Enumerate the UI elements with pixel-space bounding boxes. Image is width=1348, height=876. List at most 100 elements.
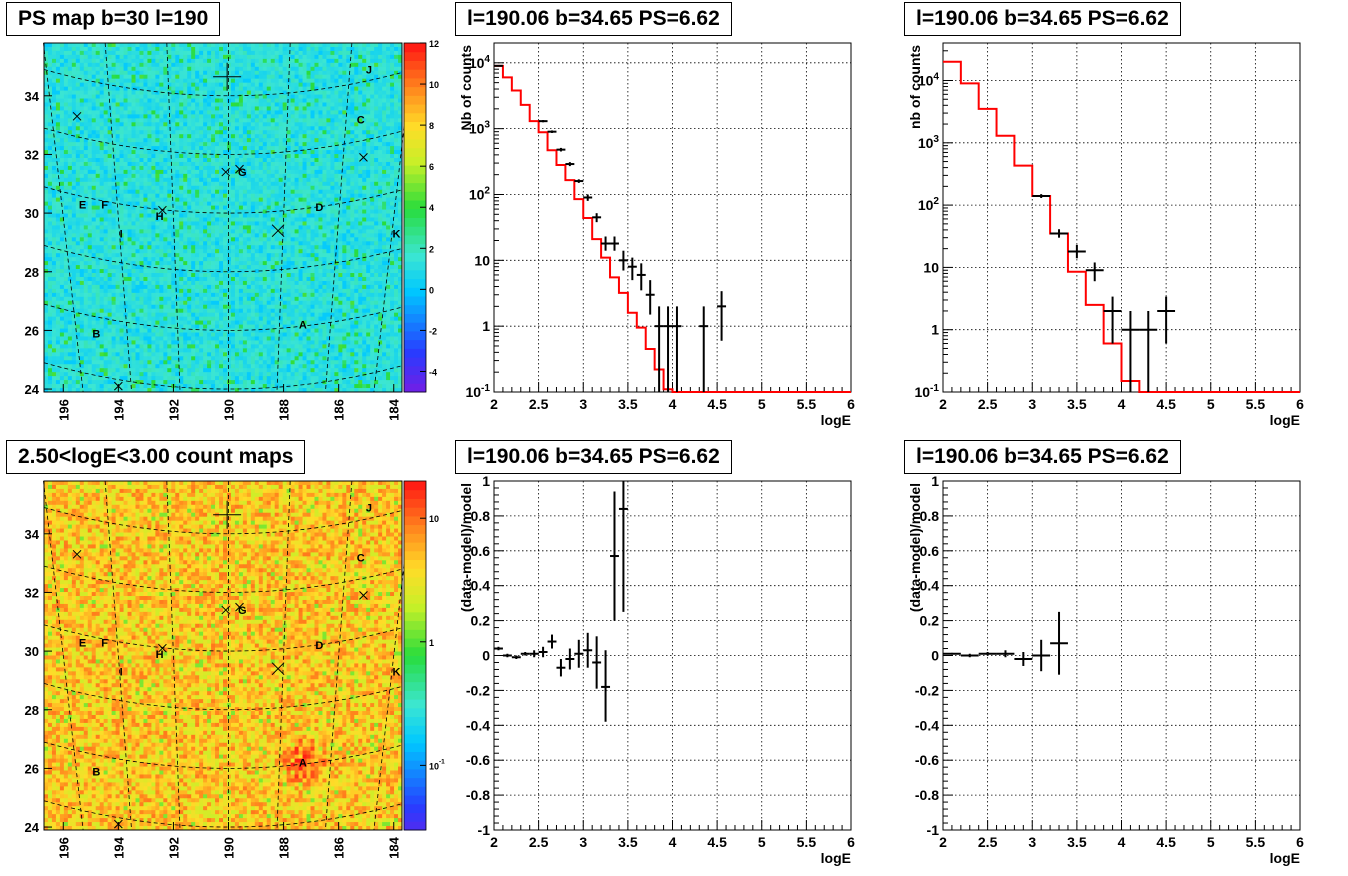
latitude-line [43,624,403,652]
x-tick-label: 2.5 [529,396,549,412]
x-tick-label: 5.5 [1246,834,1266,850]
y-tick-label: 28 [25,703,39,718]
y-tick-label: -0.6 [466,752,490,768]
x-tick-label: 6 [847,834,855,850]
x-tick-label: 188 [277,837,292,859]
latitude-line [43,683,403,711]
latitude-line [43,69,403,97]
model-histogram [943,60,1300,393]
y-tick-label: 32 [25,147,39,162]
y-tick-label: 0.2 [920,613,940,629]
x-tick-label: 184 [387,398,402,420]
color-scale [404,481,426,831]
source-marker-x [359,591,368,600]
color-scale-label: -2 [429,326,437,336]
y-tick-label: 0.8 [920,508,940,524]
y-tick-label: 1 [931,322,939,338]
heatmap-cells [44,43,403,393]
source-marker-x [114,819,123,829]
y-tick-label: 103 [469,120,491,137]
x-tick-label: 196 [56,837,71,859]
y-tick-label: 0.8 [471,508,491,524]
color-scale-frame [403,480,427,831]
y-axis-title: nb of counts [907,45,923,129]
model-histogram [494,64,851,393]
x-axis-title: logE [1270,412,1300,428]
x-tick-label: 3 [579,834,587,850]
color-scale [404,43,426,393]
source-label: C [357,552,365,564]
y-tick-label: -0.2 [915,682,939,698]
color-scale-label: 8 [429,121,434,131]
y-tick-label: 1 [931,473,939,489]
residual-left-plot: 2 2.5 3 3.5 4 4.5 5 5.5 6 -1 -0.8 -0.6 -0.4 -0.2 0 0.2 0… [458,473,855,866]
y-tick-label: 34 [25,89,40,104]
source-marker-x [158,205,167,215]
source-label: A [299,320,307,332]
y-tick-label: -1 [478,822,491,838]
y-tick-label: 104 [469,54,491,71]
coordinate-grid [43,480,414,831]
latitude-line [43,741,403,769]
latitude-line [43,186,403,214]
source-marker-x [221,167,231,177]
x-tick-label: 3.5 [1067,396,1087,412]
x-tick-label: 192 [166,837,181,859]
x-tick-label: 4 [1118,396,1126,412]
map-frame [43,480,403,831]
x-tick-label: 4.5 [1156,834,1176,850]
count-map-panel: 196 194 192 190 188 186 184 24 26 28 30 32 34 J C G E F H D… [0,438,445,873]
latitude-line [43,245,403,273]
plot-area [943,43,1300,392]
x-tick-label: 186 [332,399,347,421]
y-tick-label: 0.4 [471,578,491,594]
color-scale-label: 4 [429,203,434,213]
x-axis-title: logE [821,850,851,866]
source-label: I [120,667,123,679]
x-tick-label: 3.5 [1067,834,1087,850]
y-tick-label: 10-1 [914,383,939,400]
longitude-line [43,480,84,831]
x-tick-label: 194 [111,836,126,858]
y-tick-label: 10 [923,259,939,275]
color-scale-label: 10 [429,80,439,90]
latitude-line [43,303,403,331]
source-label: E [79,637,86,649]
y-tick-label: 26 [25,761,39,776]
source-label: I [120,229,123,241]
color-scale-label: 0 [429,285,434,295]
y-tick-label: -0.6 [915,752,939,768]
y-tick-label: 1 [482,473,490,489]
y-tick-label: 24 [25,382,40,397]
spectrum-left-plot: 2 2.5 3 3.5 4 4.5 5 5.5 6 10-1 1 10 102 103 104 logE Nb … [458,42,855,428]
count-map-heatmap: 196 194 192 190 188 186 184 24 26 28 30 32 34 J C G E F H D… [25,480,445,859]
y-tick-label: -0.8 [466,787,490,803]
residual-left-title: l=190.06 b=34.65 PS=6.62 [455,440,732,474]
y-tick-label: -0.4 [915,717,939,733]
x-tick-label: 196 [56,399,71,421]
x-tick-label: 5.5 [797,396,817,412]
y-tick-label: 1 [482,318,490,334]
longitude-line [104,42,132,393]
y-tick-label: 30 [25,644,39,659]
residual-right-title: l=190.06 b=34.65 PS=6.62 [904,440,1181,474]
x-tick-label: 6 [847,396,855,412]
y-tick-label: 0.6 [920,543,940,559]
y-axis-title: Nb of counts [458,45,474,131]
color-scale-label: 2 [429,244,434,254]
x-tick-label: 4 [669,396,677,412]
heatmap-cells [44,481,403,831]
x-tick-label: 190 [222,399,237,421]
color-scale-label: -4 [429,367,437,377]
y-tick-label: 0.6 [471,543,491,559]
source-label: B [92,766,100,778]
latitude-line [43,507,403,535]
y-tick-label: 10 [474,252,490,268]
y-tick-label: 10-1 [465,383,490,400]
x-tick-label: 3 [1028,834,1036,850]
x-tick-label: 2.5 [529,834,549,850]
source-label: J [366,64,372,76]
y-tick-label: 103 [918,134,940,151]
x-tick-label: 2 [939,834,947,850]
y-tick-label: 0 [482,648,490,664]
